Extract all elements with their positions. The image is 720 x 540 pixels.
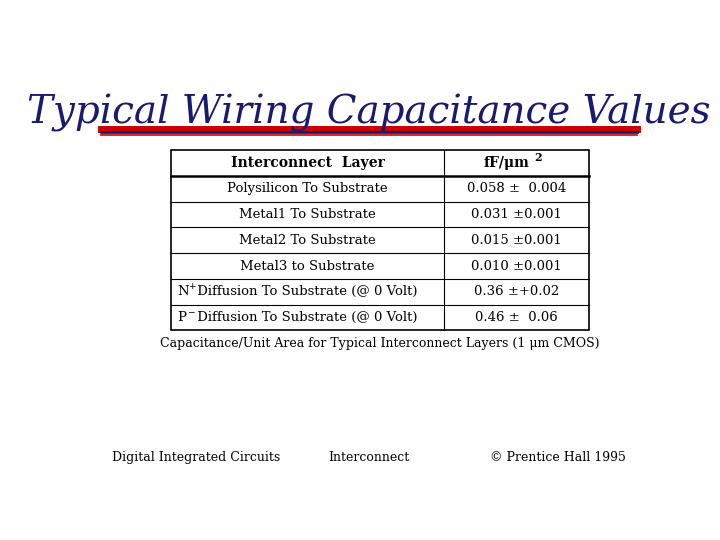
Text: fF/μm: fF/μm <box>484 156 530 170</box>
Text: 0.46 ±  0.06: 0.46 ± 0.06 <box>475 311 558 324</box>
Text: P: P <box>178 311 186 324</box>
Text: Metal2 To Substrate: Metal2 To Substrate <box>239 234 376 247</box>
Text: Polysilicon To Substrate: Polysilicon To Substrate <box>228 182 388 195</box>
Text: −: − <box>187 307 194 316</box>
Text: 0.058 ±  0.004: 0.058 ± 0.004 <box>467 182 567 195</box>
Text: 0.031 ±0.001: 0.031 ±0.001 <box>472 208 562 221</box>
Text: Typical Wiring Capacitance Values: Typical Wiring Capacitance Values <box>27 94 711 132</box>
Text: Diffusion To Substrate (@ 0 Volt): Diffusion To Substrate (@ 0 Volt) <box>193 311 418 324</box>
Text: +: + <box>188 281 195 291</box>
Text: 0.010 ±0.001: 0.010 ±0.001 <box>472 260 562 273</box>
Text: N: N <box>178 285 189 298</box>
Text: Digital Integrated Circuits: Digital Integrated Circuits <box>112 451 281 464</box>
Text: 0.015 ±0.001: 0.015 ±0.001 <box>472 234 562 247</box>
Text: Metal1 To Substrate: Metal1 To Substrate <box>239 208 376 221</box>
Text: Diffusion To Substrate (@ 0 Volt): Diffusion To Substrate (@ 0 Volt) <box>193 285 418 298</box>
Text: 0.36 ±+0.02: 0.36 ±+0.02 <box>474 285 559 298</box>
Text: 2: 2 <box>534 152 542 163</box>
Text: Interconnect  Layer: Interconnect Layer <box>230 156 384 170</box>
Text: Metal3 to Substrate: Metal3 to Substrate <box>240 260 375 273</box>
Text: © Prentice Hall 1995: © Prentice Hall 1995 <box>490 451 626 464</box>
Text: Interconnect: Interconnect <box>328 451 410 464</box>
Text: Capacitance/Unit Area for Typical Interconnect Layers (1 μm CMOS): Capacitance/Unit Area for Typical Interc… <box>161 337 600 350</box>
